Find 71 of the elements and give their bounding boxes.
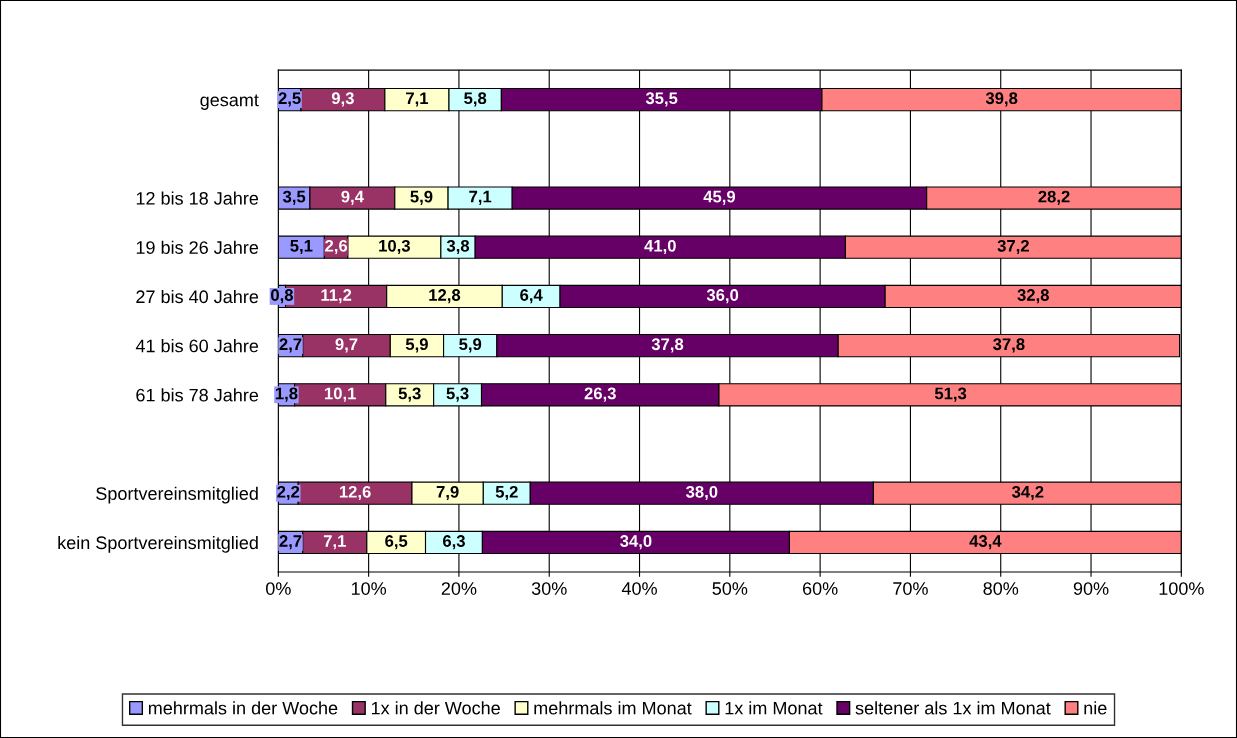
data-label: 37,8 — [993, 338, 1025, 353]
y-tick-label: 61 bis 78 Jahre — [136, 388, 259, 402]
data-label: 3,5 — [282, 190, 306, 205]
data-label: 39,8 — [985, 92, 1018, 107]
data-label: 34,2 — [1011, 485, 1044, 501]
x-tick-label: 40% — [621, 582, 657, 595]
x-tick-label: 10% — [351, 582, 387, 595]
data-label: 11,2 — [321, 289, 352, 304]
data-label: 2,5 — [278, 92, 301, 107]
data-label: 3,8 — [446, 239, 470, 255]
y-tick-label: gesamt — [200, 94, 259, 110]
data-label: 10,1 — [325, 387, 356, 402]
y-tick-label: 19 bis 26 Jahre — [136, 240, 259, 254]
data-label: 5,9 — [405, 338, 428, 353]
data-label: 7,1 — [406, 92, 429, 107]
y-tick-label: Sportvereinsmitglied — [96, 486, 258, 504]
data-label: 37,8 — [651, 338, 684, 353]
data-label: 10,3 — [379, 239, 410, 255]
legend-label: 1x in der Woche — [371, 701, 500, 715]
legend-label: mehrmals in der Woche — [148, 701, 338, 715]
data-label: 7,1 — [469, 190, 492, 205]
data-label: 41,0 — [644, 239, 676, 255]
data-label: 35,5 — [645, 92, 678, 107]
data-label: 9,4 — [341, 190, 364, 205]
data-label: 28,2 — [1038, 190, 1070, 205]
data-label: 5,3 — [398, 387, 421, 402]
data-label: 26,3 — [584, 387, 616, 402]
x-tick-label: 0% — [265, 582, 291, 595]
data-label: 43,4 — [969, 535, 1002, 550]
data-label: 2,6 — [325, 239, 348, 255]
data-label: 34,0 — [620, 535, 652, 550]
y-tick-label: 41 bis 60 Jahre — [135, 339, 259, 353]
data-label: 6,4 — [520, 289, 543, 304]
x-tick-label: 70% — [893, 582, 928, 595]
data-label: 37,2 — [997, 239, 1029, 255]
data-label: 12,6 — [339, 485, 371, 501]
legend-label: nie — [1084, 701, 1107, 715]
x-tick-label: 50% — [712, 582, 748, 595]
data-label: 5,2 — [495, 485, 518, 501]
data-label: 6,3 — [442, 535, 465, 550]
x-tick-label: 100% — [1159, 582, 1204, 595]
x-tick-label: 20% — [441, 582, 477, 595]
data-label: 32,8 — [1017, 289, 1049, 304]
data-label: 9,7 — [335, 338, 358, 353]
data-label: 5,8 — [464, 92, 487, 107]
data-label: 12,8 — [429, 289, 461, 304]
legend-label: seltener als 1x im Monat — [855, 701, 1051, 715]
x-tick-label: 90% — [1073, 582, 1109, 595]
data-label: 51,3 — [934, 387, 967, 402]
data-label: 36,0 — [706, 289, 739, 304]
data-label: 38,0 — [686, 485, 718, 501]
data-label: 45,9 — [703, 190, 736, 205]
data-label: 2,7 — [279, 535, 302, 550]
legend-label: mehrmals im Monat — [534, 701, 692, 715]
data-label: 6,5 — [385, 535, 408, 550]
data-label: 5,9 — [410, 190, 433, 205]
x-tick-label: 80% — [983, 582, 1019, 595]
data-label: 7,1 — [323, 535, 346, 550]
data-label: 2,7 — [279, 338, 302, 353]
legend-label: 1x im Monat — [725, 701, 823, 715]
x-tick-label: 60% — [802, 582, 838, 595]
y-tick-label: 12 bis 18 Jahre — [136, 191, 259, 205]
y-tick-label: kein Sportvereinsmitglied — [58, 535, 258, 553]
data-label: 7,9 — [436, 485, 459, 501]
x-tick-label: 30% — [531, 582, 567, 595]
data-label: 5,1 — [290, 240, 313, 255]
data-label: 2,2 — [277, 485, 300, 501]
data-label: 9,3 — [331, 92, 354, 107]
data-label: 5,9 — [459, 338, 482, 353]
data-label: 5,3 — [446, 387, 469, 402]
y-tick-label: 27 bis 40 Jahre — [136, 289, 259, 304]
